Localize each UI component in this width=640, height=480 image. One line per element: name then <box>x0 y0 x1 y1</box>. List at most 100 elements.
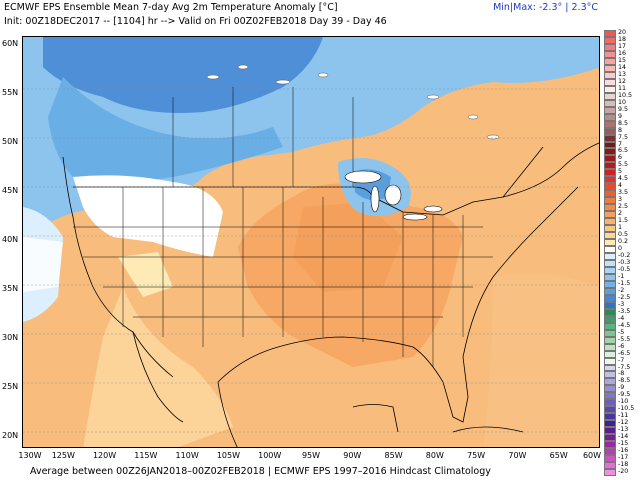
longitude-label: 60W <box>582 451 602 460</box>
colorbar-swatch <box>604 225 616 233</box>
great-lakes-outlines <box>344 170 443 221</box>
colorbar-label: -13 <box>618 426 629 434</box>
colorbar-label: 9.5 <box>618 105 629 113</box>
latitude-label: 35N <box>2 284 19 293</box>
colorbar-swatch <box>604 127 616 135</box>
colorbar-label: 7 <box>618 140 623 148</box>
colorbar-label: 0 <box>618 245 623 253</box>
longitude-label: 105W <box>216 451 241 460</box>
colorbar-level: -3 <box>604 300 638 309</box>
longitude-label: 85W <box>384 451 403 460</box>
colorbar-label: 18 <box>618 35 627 43</box>
pale-atlantic-region <box>483 273 599 447</box>
colorbar-level: -6 <box>604 342 638 351</box>
colorbar-level: 0.5 <box>604 231 638 240</box>
colorbar-level: -4 <box>604 315 638 323</box>
colorbar-swatch <box>604 197 616 205</box>
colorbar-label: -1.5 <box>618 279 631 287</box>
colorbar-label: -10 <box>618 398 629 406</box>
colorbar-label: 6.5 <box>618 147 629 155</box>
colorbar-label: -12 <box>618 419 629 427</box>
cold-anomaly-core <box>43 37 323 113</box>
lake-michigan <box>370 185 380 213</box>
colorbar-label: 12 <box>618 77 627 85</box>
colorbar-swatch <box>604 287 616 295</box>
colorbar-level: -18 <box>604 461 638 470</box>
canada-east <box>502 142 599 198</box>
colorbar-swatch <box>604 57 616 65</box>
colorbar-label: -11 <box>618 412 629 420</box>
colorbar-level: -2 <box>604 286 638 295</box>
colorbar-swatch <box>604 239 616 247</box>
colorbar-label: 0.2 <box>618 238 629 246</box>
colorbar-label: -17 <box>618 454 629 462</box>
colorbar-label: -2.5 <box>618 293 631 301</box>
colorbar-label: 16 <box>618 49 627 57</box>
colorbar-label: -20 <box>618 468 629 476</box>
colorbar-swatch <box>604 134 616 142</box>
colorbar-swatch <box>604 448 616 456</box>
colorbar-swatch <box>604 30 616 37</box>
colorbar-level: -10 <box>604 398 638 407</box>
coastline-lines <box>62 142 599 447</box>
colorbar-label: -6 <box>618 342 625 350</box>
min-max-readout: Min|Max: -2.3° | 2.3°C <box>493 2 598 13</box>
colorbar-level: 20 <box>604 29 638 37</box>
latitude-label: 25N <box>2 382 19 391</box>
colorbar-level: 3.5 <box>604 189 638 198</box>
colorbar-swatch <box>604 113 616 121</box>
longitude-label: 110W <box>175 451 199 460</box>
latitude-label: 55N <box>2 88 19 97</box>
colorbar-swatch <box>604 36 616 44</box>
colorbar-level: -9 <box>604 384 638 393</box>
colorbar-swatch <box>604 455 616 463</box>
colorbar-swatch <box>604 427 616 435</box>
colorbar-level: -16 <box>604 447 638 456</box>
colorbar-label: 13 <box>618 70 627 78</box>
colorbar-swatch <box>604 253 616 260</box>
colorbar-label: -5.5 <box>618 335 631 343</box>
colorbar-label: 9 <box>618 112 623 120</box>
colorbar-level: 8.5 <box>604 120 638 128</box>
longitude-label: 125W <box>51 451 75 460</box>
colorbar-level: 4.5 <box>604 175 638 184</box>
colorbar-swatch <box>604 294 616 302</box>
colorbar-swatch <box>604 378 616 386</box>
colorbar-swatch <box>604 246 616 253</box>
colorbar-level: -9.5 <box>604 391 638 400</box>
colorbar-label: -3 <box>618 300 625 308</box>
longitude-label: 65W <box>549 451 568 460</box>
colorbar-swatch <box>604 280 616 288</box>
colorbar-level: -0.5 <box>604 266 638 274</box>
colorbar-swatch <box>604 336 616 344</box>
longitude-label: 115W <box>134 451 158 460</box>
colorbar-level: -2.5 <box>604 293 638 302</box>
colorbar-level: 1 <box>604 224 638 233</box>
colorbar-swatch <box>604 78 616 86</box>
colorbar-label: 5.5 <box>618 161 629 169</box>
colorbar-label: 10.5 <box>618 91 633 99</box>
colorbar-level: 16 <box>604 49 638 58</box>
colorbar-label: -2 <box>618 286 625 294</box>
colorbar-level: 11 <box>604 85 638 93</box>
colorbar-swatch <box>604 211 616 219</box>
colorbar-swatch <box>604 385 616 393</box>
colorbar-label: -8 <box>618 370 625 378</box>
lake-huron <box>384 184 402 206</box>
longitude-label: 90W <box>343 451 362 460</box>
lake-superior <box>344 170 382 184</box>
colorbar-label: 2 <box>618 210 623 218</box>
pale-southwest-region <box>83 287 233 447</box>
colorbar-label: 6 <box>618 154 623 162</box>
longitude-label: 95W <box>301 451 321 460</box>
longitude-label: 130W <box>18 451 42 460</box>
colorbar-swatch <box>604 273 616 281</box>
colorbar-level: -17 <box>604 454 638 463</box>
colorbar-level: 3 <box>604 196 638 205</box>
colorbar-swatch <box>604 43 616 51</box>
colorbar-label: -6.5 <box>618 349 631 357</box>
colorbar-swatch <box>604 155 616 163</box>
gulf-coast <box>217 336 444 383</box>
longitude-label: 100W <box>258 451 282 460</box>
colorbar-label: 14 <box>618 63 627 71</box>
